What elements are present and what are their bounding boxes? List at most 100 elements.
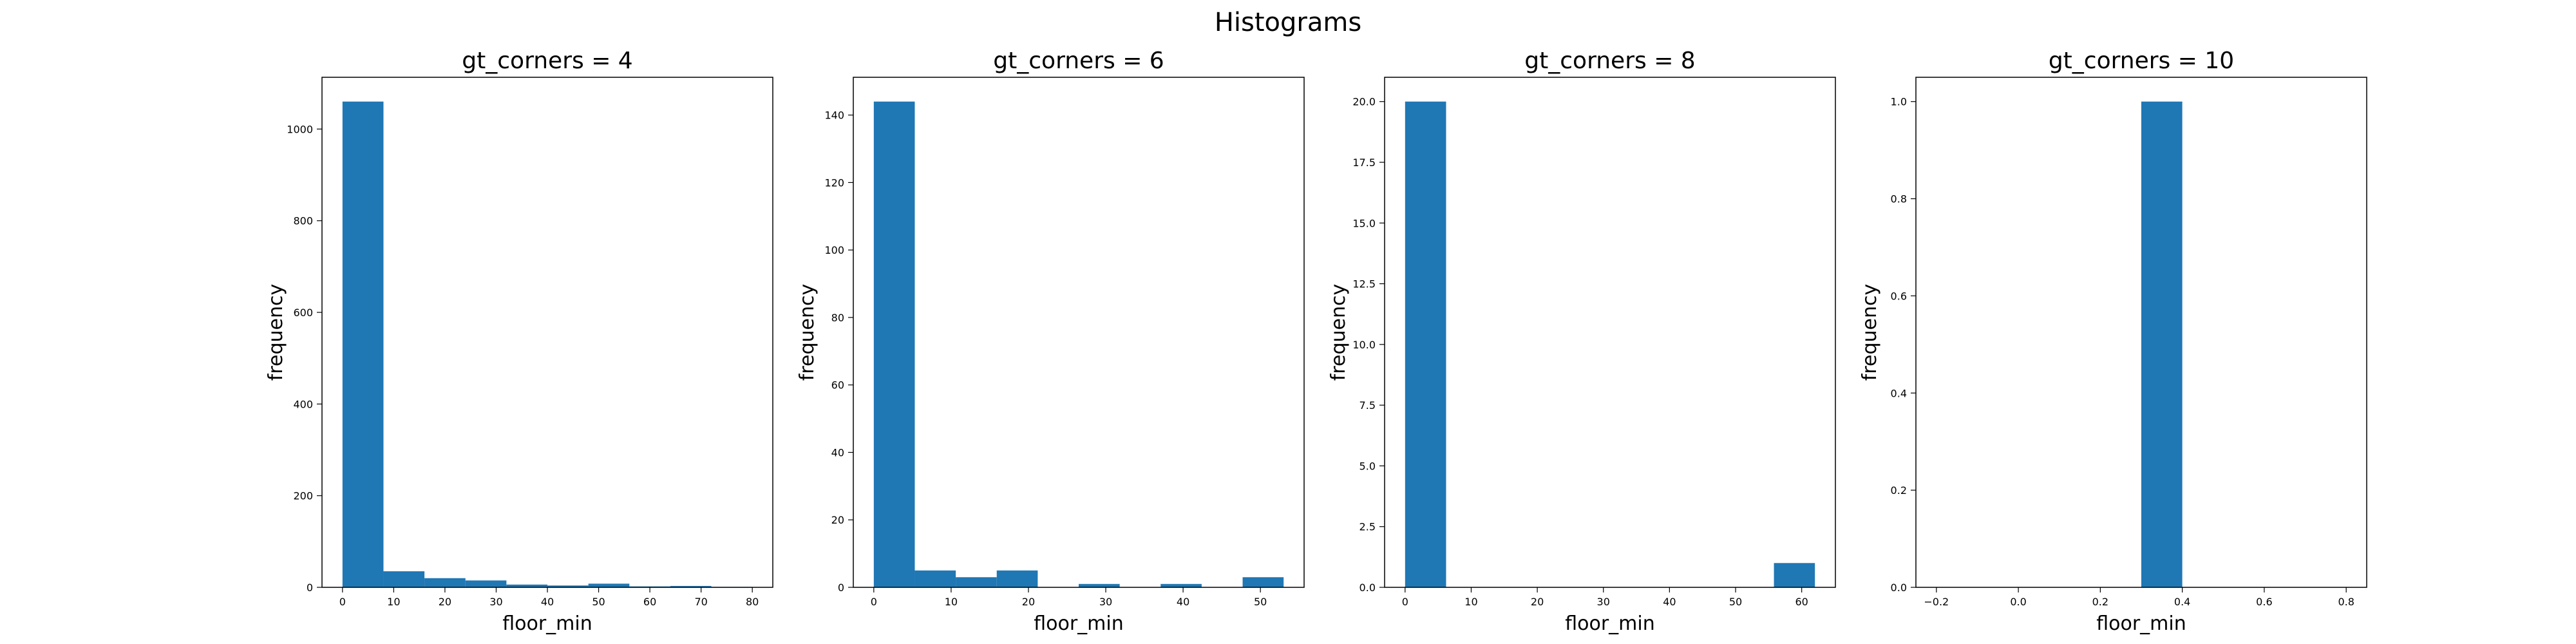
chart-panel-2: 0 10 20 30 40 50 0 20 40 60 80 100 120 140 gt_corners … (796, 48, 1305, 635)
x-tick-label: 10 (945, 596, 958, 608)
bar-7 (1160, 583, 1202, 587)
x-tick-label: 20 (1022, 596, 1035, 608)
y-tick-label: 0 (307, 582, 313, 594)
x-axis-label: floor_min (1034, 612, 1124, 635)
plot-frame (321, 77, 773, 588)
bar-0 (1405, 101, 1446, 587)
bar-3 (996, 570, 1038, 587)
y-tick-label: 1.0 (1891, 96, 1907, 108)
y-axis-label: frequency (1327, 284, 1350, 381)
y-tick-label: 80 (831, 312, 844, 324)
x-tick-label: 80 (746, 596, 759, 608)
bar-0 (873, 101, 915, 587)
bar-5 (1079, 583, 1120, 587)
x-tick-label: −0.2 (1924, 596, 1949, 608)
y-tick-label: 15.0 (1352, 217, 1376, 229)
bar-2 (424, 578, 466, 587)
chart-panel-1: 0 10 20 30 40 50 60 70 8002004006008001000gt_cor… (265, 48, 773, 635)
x-tick-label: 30 (1099, 596, 1112, 608)
x-tick-label: 0.8 (2338, 596, 2354, 608)
x-tick-label: 40 (1177, 596, 1189, 608)
x-tick-label: 10 (387, 596, 400, 608)
y-tick-label: 600 (293, 307, 313, 319)
y-tick-label: 200 (293, 490, 313, 502)
x-tick-label: 40 (1663, 596, 1676, 608)
x-axis-label: floor_min (2096, 612, 2186, 635)
plot-frame (1915, 77, 2367, 588)
x-axis-label: floor_min (1565, 612, 1655, 635)
bars (2141, 101, 2183, 587)
x-tick-label: 60 (1795, 596, 1808, 608)
y-tick-label: 140 (824, 109, 844, 122)
y-axis-label: frequency (265, 284, 287, 381)
x-tick-label: 70 (694, 596, 707, 608)
y-tick-label: 5.0 (1359, 460, 1376, 472)
x-tick-label: 0.2 (2092, 596, 2108, 608)
x-tick-label: 10 (1464, 596, 1477, 608)
y-tick-label: 100 (824, 244, 844, 256)
chart-title: gt_corners = 4 (462, 48, 632, 74)
x-tick-label: 0 (1402, 596, 1408, 608)
y-tick-label: 20 (831, 514, 844, 526)
bar-6 (588, 583, 630, 587)
bars (342, 101, 753, 587)
x-tick-label: 50 (1254, 596, 1267, 608)
x-tick-label: 0 (339, 596, 346, 608)
chart-panel-4: −0.2 0.0 0.2 0.4 0.6 0.8 0.0 0.2 0.4 0.6 0.8 1.0 gt_… (1859, 48, 2367, 635)
bar-0 (342, 101, 384, 587)
chart-panels: 0 10 20 30 40 50 60 70 8002004006008001000gt_cor… (265, 48, 2367, 635)
y-tick-label: 400 (293, 398, 313, 410)
chart-title: gt_corners = 6 (993, 48, 1164, 74)
bar-9 (1774, 563, 1815, 587)
bar-5 (2141, 101, 2183, 587)
y-tick-label: 12.5 (1352, 278, 1376, 290)
y-tick-label: 40 (831, 446, 844, 459)
y-axis-label: frequency (796, 284, 819, 381)
y-tick-label: 60 (831, 379, 844, 392)
x-tick-label: 50 (592, 596, 605, 608)
x-tick-label: 20 (439, 596, 451, 608)
y-tick-label: 2.5 (1359, 521, 1376, 533)
y-axis-label: frequency (1859, 284, 1881, 381)
bars (873, 101, 1284, 587)
bar-8 (670, 585, 712, 587)
bars (1405, 101, 1815, 587)
chart-title: gt_corners = 8 (1524, 48, 1695, 74)
y-tick-label: 17.5 (1352, 156, 1376, 169)
y-tick-label: 120 (824, 176, 844, 189)
y-tick-label: 7.5 (1359, 399, 1376, 412)
chart-title: gt_corners = 10 (2049, 48, 2234, 74)
bar-2 (956, 577, 997, 587)
y-tick-label: 0 (838, 582, 844, 594)
x-tick-label: 30 (1597, 596, 1610, 608)
y-tick-label: 0.0 (1891, 582, 1907, 594)
bar-4 (506, 584, 547, 587)
x-tick-label: 0.4 (2174, 596, 2190, 608)
y-tick-label: 10.0 (1352, 339, 1376, 351)
x-tick-label: 50 (1729, 596, 1742, 608)
bar-3 (465, 580, 507, 587)
y-tick-label: 20.0 (1352, 96, 1376, 108)
y-tick-label: 800 (293, 215, 313, 227)
x-tick-label: 0 (871, 596, 877, 608)
bar-5 (547, 585, 589, 587)
x-tick-label: 0.6 (2256, 596, 2272, 608)
bar-9 (1242, 577, 1284, 587)
bar-1 (914, 570, 956, 587)
plot-frame (853, 77, 1305, 588)
figure-title: Histograms (1215, 8, 1361, 37)
y-tick-label: 0.0 (1359, 582, 1376, 594)
x-axis-label: floor_min (502, 612, 592, 635)
y-tick-label: 0.2 (1891, 484, 1907, 497)
x-tick-label: 40 (541, 596, 554, 608)
y-tick-label: 1000 (287, 123, 313, 135)
plot-frame (1384, 77, 1836, 588)
x-tick-label: 30 (489, 596, 502, 608)
bar-1 (383, 571, 425, 587)
y-tick-label: 0.6 (1891, 290, 1907, 302)
x-tick-label: 60 (643, 596, 656, 608)
x-tick-label: 0.0 (2010, 596, 2026, 608)
y-tick-label: 0.8 (1891, 193, 1907, 205)
chart-panel-3: 0 10 20 30 40 50 60 0.0 2.5 5.0 7.5 10.0 12.5 15.0 17.… (1327, 48, 1836, 635)
y-tick-label: 0.4 (1891, 387, 1907, 399)
